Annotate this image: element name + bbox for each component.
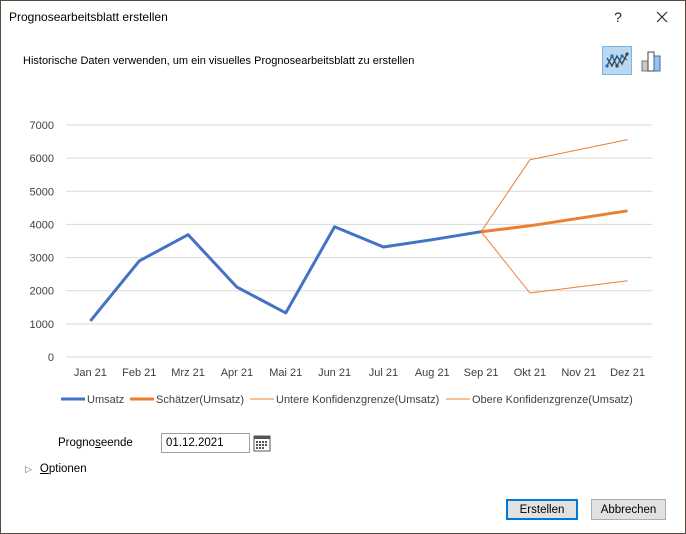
series-line bbox=[480, 231, 628, 294]
forecast-end-date-input[interactable] bbox=[161, 433, 250, 453]
y-tick-label: 0 bbox=[48, 352, 54, 364]
y-tick-label: 6000 bbox=[30, 153, 54, 165]
column-chart-type-button[interactable] bbox=[636, 46, 666, 75]
forecast-chart: 0 1000 2000 3000 4000 5000 6000 7000 Jan 21 Feb 2… bbox=[30, 120, 652, 406]
close-button[interactable] bbox=[647, 5, 677, 29]
options-expander[interactable]: ▷ Optionen bbox=[25, 463, 87, 475]
date-picker-button[interactable] bbox=[252, 433, 272, 453]
expand-triangle-icon: ▷ bbox=[25, 463, 32, 474]
x-tick-label: Sep 21 bbox=[464, 367, 499, 379]
create-button[interactable]: Erstellen bbox=[506, 499, 578, 520]
x-tick-label: Mai 21 bbox=[269, 367, 302, 379]
close-icon bbox=[656, 11, 668, 23]
legend-label: Schätzer(Umsatz) bbox=[156, 394, 244, 406]
calendar-icon bbox=[253, 435, 271, 452]
line-chart-icon bbox=[605, 51, 629, 68]
series-line bbox=[89, 225, 482, 322]
column-chart-icon bbox=[641, 51, 661, 71]
help-button[interactable]: ? bbox=[614, 9, 622, 25]
y-tick-label: 2000 bbox=[30, 286, 54, 298]
x-tick-label: Okt 21 bbox=[514, 367, 546, 379]
title-bar: Prognosearbeitsblatt erstellen ? bbox=[1, 1, 685, 33]
options-label: Optionen bbox=[39, 463, 87, 475]
x-tick-label: Nov 21 bbox=[561, 367, 596, 379]
x-tick-label: Apr 21 bbox=[221, 367, 253, 379]
dialog-description: Historische Daten verwenden, um ein visu… bbox=[23, 55, 415, 67]
x-tick-label: Aug 21 bbox=[415, 367, 450, 379]
y-tick-label: 7000 bbox=[30, 120, 54, 132]
legend-label: Umsatz bbox=[87, 394, 124, 406]
forecast-end-label: Prognoseende bbox=[58, 437, 133, 449]
legend-label: Untere Konfidenzgrenze(Umsatz) bbox=[276, 394, 439, 406]
legend-label: Obere Konfidenzgrenze(Umsatz) bbox=[472, 394, 633, 406]
x-tick-label: Feb 21 bbox=[122, 367, 156, 379]
series-line bbox=[480, 209, 628, 234]
y-tick-label: 3000 bbox=[30, 253, 54, 265]
x-tick-label: Mrz 21 bbox=[171, 367, 205, 379]
y-tick-label: 5000 bbox=[30, 186, 54, 198]
y-tick-label: 4000 bbox=[30, 219, 54, 231]
x-tick-label: Jan 21 bbox=[74, 367, 107, 379]
cancel-button[interactable]: Abbrechen bbox=[591, 499, 666, 520]
y-tick-label: 1000 bbox=[30, 319, 54, 331]
series-line bbox=[480, 139, 628, 232]
x-tick-label: Jun 21 bbox=[318, 367, 351, 379]
x-tick-label: Jul 21 bbox=[369, 367, 398, 379]
line-chart-type-button[interactable] bbox=[602, 46, 632, 75]
x-tick-label: Dez 21 bbox=[610, 367, 645, 379]
dialog-title: Prognosearbeitsblatt erstellen bbox=[9, 10, 168, 24]
